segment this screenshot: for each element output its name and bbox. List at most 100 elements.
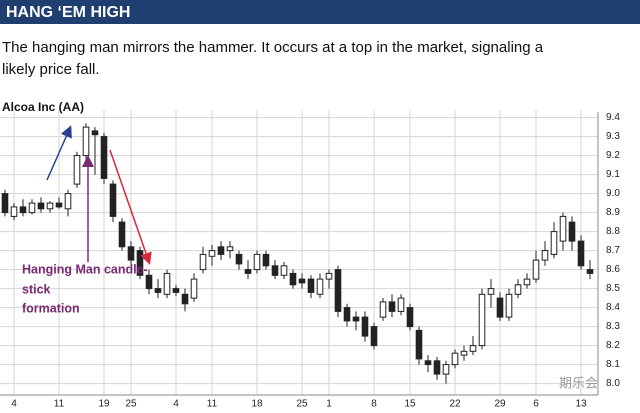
candle-body — [388, 301, 396, 312]
candle-body — [217, 246, 225, 255]
candle-body — [451, 352, 459, 366]
candle-body — [397, 297, 405, 312]
candle-body — [262, 253, 270, 267]
candle-body — [433, 360, 441, 375]
candle-body — [496, 297, 504, 318]
candle-body — [91, 130, 99, 136]
y-tick-label: 8.0 — [606, 378, 620, 389]
candle-body — [424, 360, 432, 366]
candle-body — [514, 284, 522, 295]
x-tick-label: 8 — [371, 399, 377, 410]
y-tick-label: 9.0 — [606, 188, 620, 199]
y-tick-label: 9.3 — [606, 131, 620, 142]
candle-body — [478, 293, 486, 347]
header-bar — [0, 0, 640, 24]
candle-body — [208, 250, 216, 257]
candle-body — [406, 307, 414, 328]
candle-body — [577, 240, 585, 267]
candles — [1, 123, 594, 384]
annotation: stick — [22, 282, 51, 296]
candle-body — [280, 265, 288, 276]
candle-body — [352, 316, 360, 322]
candle-body — [64, 193, 72, 210]
candle-body — [235, 253, 243, 265]
candle-body — [163, 272, 171, 295]
candle-body — [226, 246, 234, 252]
candle-body — [55, 202, 63, 208]
candle-body — [460, 350, 468, 356]
candle-body — [1, 193, 9, 214]
x-tick-label: 11 — [54, 399, 65, 410]
candle-body — [361, 316, 369, 337]
candle-body — [100, 136, 108, 179]
description-line: The hanging man mirrors the hammer. It o… — [2, 39, 544, 56]
candle-body — [307, 278, 315, 293]
x-tick-label: 25 — [125, 399, 137, 410]
candle-body — [172, 288, 180, 293]
candle-body — [199, 253, 207, 271]
y-tick-label: 8.6 — [606, 264, 620, 275]
candle-body — [370, 326, 378, 347]
x-tick-label: 25 — [296, 399, 308, 410]
candle-body — [271, 265, 279, 276]
candle-body — [118, 221, 126, 248]
x-tick-label: 6 — [533, 399, 539, 410]
y-tick-label: 8.4 — [606, 302, 620, 313]
grid: 8.0 8.1 8.2 8.3 8.4 8.5 8.6 8.7 8.8 8.9 9.0 9.1 9.2 9… — [0, 110, 620, 410]
x-tick-label: 4 — [173, 399, 179, 410]
candle-body — [586, 269, 594, 274]
candle-body — [523, 278, 531, 286]
candle-body — [253, 253, 261, 271]
x-tick-label: 22 — [449, 399, 461, 410]
y-tick-label: 8.2 — [606, 340, 620, 351]
arrow — [109, 149, 152, 265]
x-tick-label: 15 — [404, 399, 416, 410]
x-tick-label: 19 — [98, 399, 110, 410]
y-tick-label: 8.9 — [606, 207, 620, 218]
x-tick-label: 4 — [11, 399, 17, 410]
arrow — [46, 125, 72, 181]
annotation: Hanging Man candle- — [22, 262, 148, 276]
candle-body — [154, 288, 162, 293]
candle-body — [109, 183, 117, 217]
candle-body — [442, 364, 450, 375]
candle-body — [46, 202, 54, 210]
candle-body — [343, 307, 351, 322]
y-tick-label: 8.5 — [606, 283, 620, 294]
candle-body — [127, 246, 135, 261]
description-line: likely price fall. — [2, 61, 100, 78]
candle-body — [532, 259, 540, 280]
candle-body — [28, 202, 36, 214]
candle-body — [334, 269, 342, 312]
y-tick-label: 8.7 — [606, 245, 620, 256]
candle-body — [415, 329, 423, 360]
candle-body — [325, 272, 333, 280]
candle-body — [568, 221, 576, 242]
y-tick-label: 8.1 — [606, 359, 620, 370]
header-title: HANG ‘EM HIGH — [6, 4, 130, 21]
candle-body — [550, 231, 558, 255]
y-tick-label: 8.3 — [606, 321, 620, 332]
candle-body — [10, 206, 18, 217]
candle-body — [145, 274, 153, 290]
y-tick-label: 9.2 — [606, 150, 620, 161]
candle-body — [541, 250, 549, 261]
x-tick-label: 1 — [326, 399, 332, 410]
candle-body — [559, 215, 567, 242]
candle-body — [505, 293, 513, 318]
candle-body — [244, 269, 252, 274]
y-tick-label: 9.1 — [606, 169, 620, 180]
candle-body — [37, 202, 45, 210]
y-tick-label: 8.8 — [606, 226, 620, 237]
annotation: formation — [22, 301, 80, 315]
candle-body — [298, 278, 306, 284]
chart-title: Alcoa Inc (AA) — [2, 100, 84, 114]
y-tick-label: 9.4 — [606, 112, 620, 123]
x-tick-label: 13 — [575, 399, 587, 410]
candle-body — [190, 278, 198, 299]
candle-body — [289, 272, 297, 286]
candle-body — [82, 126, 90, 157]
watermark: 期乐会 — [559, 375, 598, 390]
candle-body — [487, 288, 495, 295]
